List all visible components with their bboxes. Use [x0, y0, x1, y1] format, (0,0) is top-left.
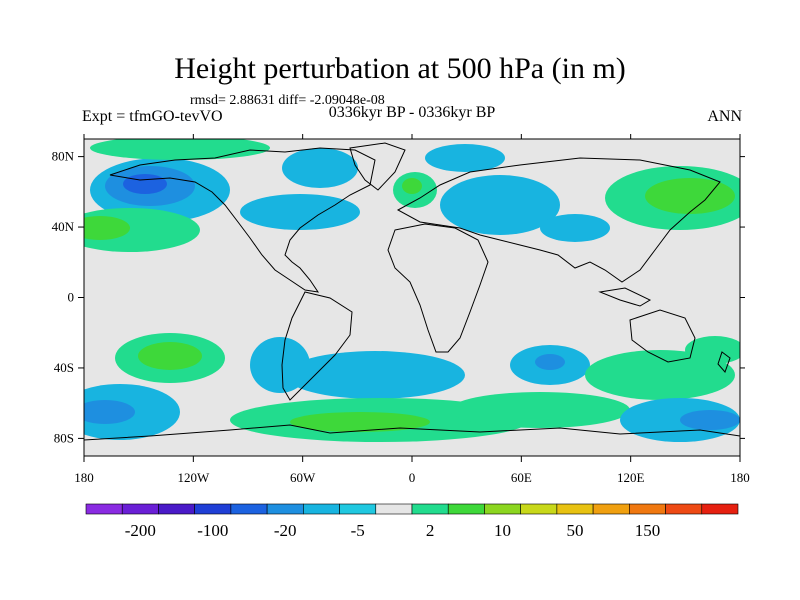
colorbar-swatch — [520, 503, 558, 515]
colorbar-label: 2 — [426, 521, 435, 540]
anomaly-neg-scandinavia — [425, 144, 505, 172]
colorbar-swatch — [194, 503, 232, 515]
colorbar-label: -5 — [351, 521, 365, 540]
period-label: 0336kyr BP - 0336kyr BP — [328, 104, 496, 121]
eurasia-outline — [396, 157, 721, 283]
anomaly-pos-antarctic-core — [290, 412, 430, 432]
map-title: Height perturbation at 500 hPa (in m) — [174, 52, 626, 85]
colorbar-swatch — [411, 503, 449, 515]
colorbar-label: 50 — [567, 521, 584, 540]
colorbar-swatch — [303, 503, 340, 515]
anomaly-pos-europe-core — [402, 178, 422, 194]
anomaly-neg-eurasia — [440, 175, 560, 235]
lon-tick-label: 120E — [617, 470, 645, 485]
anomaly-field — [84, 139, 740, 442]
colorbar-label: -20 — [274, 521, 297, 540]
africa-outline — [387, 223, 489, 353]
colorbar-labels: -200 -100 -20 -5 2 10 50 150 — [125, 521, 660, 540]
lat-tick-label: 80N — [52, 149, 75, 164]
season-label: ANN — [707, 108, 742, 125]
antarctica-outline — [84, 424, 740, 441]
lat-tick-label: 0 — [68, 290, 75, 305]
anomaly-neg-us-atlantic — [240, 194, 360, 230]
colorbar-label: 10 — [494, 521, 511, 540]
colorbar-swatch — [484, 503, 521, 515]
anomaly-pos-pacific — [84, 208, 200, 252]
colorbar — [85, 503, 739, 515]
anomaly-pos-antarctic-east — [450, 392, 630, 428]
colorbar-swatch — [556, 503, 594, 515]
anomaly-pos-australia — [585, 350, 735, 400]
experiment-label: Expt = tfmGO-tevVO — [82, 108, 223, 125]
colorbar-swatch — [701, 503, 739, 515]
colorbar-swatch — [158, 503, 195, 515]
lat-tick-label: 40N — [52, 219, 75, 234]
new-zealand-outline — [717, 351, 731, 373]
lon-tick-label: 120W — [177, 470, 210, 485]
colorbar-swatch — [230, 503, 268, 515]
colorbar-swatch — [375, 503, 413, 515]
colorbar-label: -200 — [125, 521, 156, 540]
anomaly-neg-ross-sea-core — [84, 400, 135, 424]
anomaly-pos-east-asia-core — [645, 178, 735, 214]
colorbar-swatch — [629, 503, 666, 515]
anomaly-pos-tasman — [685, 336, 740, 364]
anomaly-neg-antarctic-pacific-core — [680, 410, 740, 430]
anomaly-neg-canada — [282, 148, 358, 188]
longitude-ticks: 180 120W 60W 0 60E 120E 180 — [74, 134, 750, 485]
australia-outline — [629, 309, 696, 363]
colorbar-swatch — [121, 503, 159, 515]
colorbar-swatch — [266, 503, 304, 515]
lon-tick-label: 60E — [511, 470, 532, 485]
greenland-outline — [349, 142, 406, 191]
anomaly-neg-south-atlantic — [285, 351, 465, 399]
north-america-outline — [109, 147, 376, 293]
stats-line: rmsd= 2.88631 diff= -2.09048e-08 — [190, 93, 385, 108]
colorbar-swatch — [447, 503, 485, 515]
indonesia-outline — [598, 287, 652, 307]
anomaly-neg-central-asia — [540, 214, 610, 242]
anomaly-pos-pacific-core — [84, 216, 130, 240]
latitude-ticks: 80N 40N 0 40S 80S — [52, 149, 745, 445]
colorbar-swatch — [85, 503, 123, 515]
lat-tick-label: 80S — [54, 430, 74, 445]
lon-tick-label: 180 — [74, 470, 94, 485]
anomaly-pos-south-pacific-core — [138, 342, 202, 370]
lon-tick-label: 60W — [290, 470, 316, 485]
colorbar-swatch — [339, 503, 377, 515]
anomaly-pos-arctic — [90, 139, 270, 160]
colorbar-label: 150 — [635, 521, 661, 540]
lon-tick-label: 180 — [730, 470, 750, 485]
anomaly-neg-north-pacific-center — [123, 174, 167, 194]
coastlines — [84, 142, 740, 441]
anomaly-neg-indian-ocean-core — [535, 354, 565, 370]
colorbar-label: -100 — [197, 521, 228, 540]
colorbar-swatch — [665, 503, 703, 515]
south-america-outline — [281, 291, 353, 401]
lat-tick-label: 40S — [54, 360, 74, 375]
colorbar-swatch — [592, 503, 630, 515]
lon-tick-label: 0 — [409, 470, 416, 485]
